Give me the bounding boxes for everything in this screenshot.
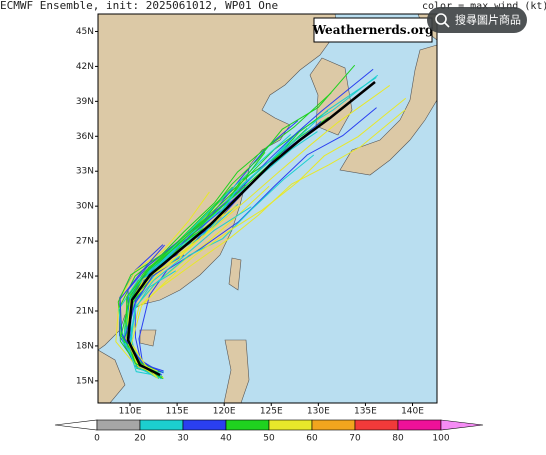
lon-tick-label: 125E	[260, 407, 283, 417]
lat-tick-label: 24N	[76, 272, 94, 282]
colorbar-label: 70	[349, 434, 361, 444]
colorbar-segment	[225, 419, 270, 431]
mean-track	[126, 81, 376, 377]
ensemble-track	[130, 97, 407, 378]
lat-tick-label: 18N	[76, 341, 94, 351]
lon-tick-label: 140E	[401, 407, 424, 417]
colorbar-label: 30	[177, 434, 189, 444]
map-frame	[97, 13, 438, 404]
lat-tick-label: 21N	[76, 306, 94, 316]
ensemble-tracks	[115, 64, 407, 380]
lat-tick-label: 27N	[76, 237, 94, 247]
colorbar-segment	[139, 419, 184, 431]
lat-tick-label: 39N	[76, 97, 94, 107]
legend-note: color = max wind (kt)	[422, 1, 546, 12]
lon-tick-label: 115E	[166, 407, 189, 417]
lat-tick-label: 33N	[76, 167, 94, 177]
search-button-label[interactable]: 搜尋圖片商品	[455, 13, 521, 27]
title: ECMWF Ensemble, init: 2025061012, WP01 O…	[0, 0, 278, 12]
lon-tick-label: 135E	[354, 407, 377, 417]
ensemble-track	[120, 64, 356, 373]
colorbar-segment	[96, 419, 141, 431]
colorbar-segment	[268, 419, 313, 431]
lon-tick-label: 120E	[213, 407, 236, 417]
colorbar-segment	[182, 419, 227, 431]
colorbar-label: 40	[220, 434, 232, 444]
ensemble-track	[126, 152, 266, 380]
search-button-bg[interactable]	[427, 7, 527, 33]
colorbar-under	[54, 419, 98, 431]
colorbar-segment	[311, 419, 356, 431]
colorbar-label: 60	[306, 434, 318, 444]
ensemble-track	[115, 191, 210, 376]
lat-tick-label: 15N	[76, 376, 94, 386]
colorbar-segment	[397, 419, 442, 431]
watermark: Weathernerds.org	[312, 23, 434, 37]
search-icon	[435, 13, 447, 25]
colorbar-label: 100	[432, 434, 449, 444]
colorbar-over	[440, 419, 484, 431]
search-icon-handle	[444, 22, 450, 28]
colorbar-label: 20	[134, 434, 146, 444]
lon-tick-label: 110E	[119, 407, 142, 417]
colorbar-label: 50	[263, 434, 275, 444]
ensemble-track	[138, 107, 377, 373]
lat-tick-label: 42N	[76, 62, 94, 72]
colorbar-segment	[354, 419, 399, 431]
lat-tick-label: 30N	[76, 202, 94, 212]
colorbar-label: 80	[392, 434, 404, 444]
map	[97, 13, 438, 404]
lat-tick-label: 36N	[76, 132, 94, 142]
ensemble-track	[128, 270, 176, 377]
lat-tick-label: 45N	[76, 27, 94, 37]
colorbar: 0 20 30 40 50 60 70 80 100	[54, 419, 484, 444]
lon-tick-label: 130E	[307, 407, 330, 417]
search-button[interactable]: 搜尋圖片商品	[427, 7, 527, 33]
colorbar-label: 0	[94, 434, 100, 444]
